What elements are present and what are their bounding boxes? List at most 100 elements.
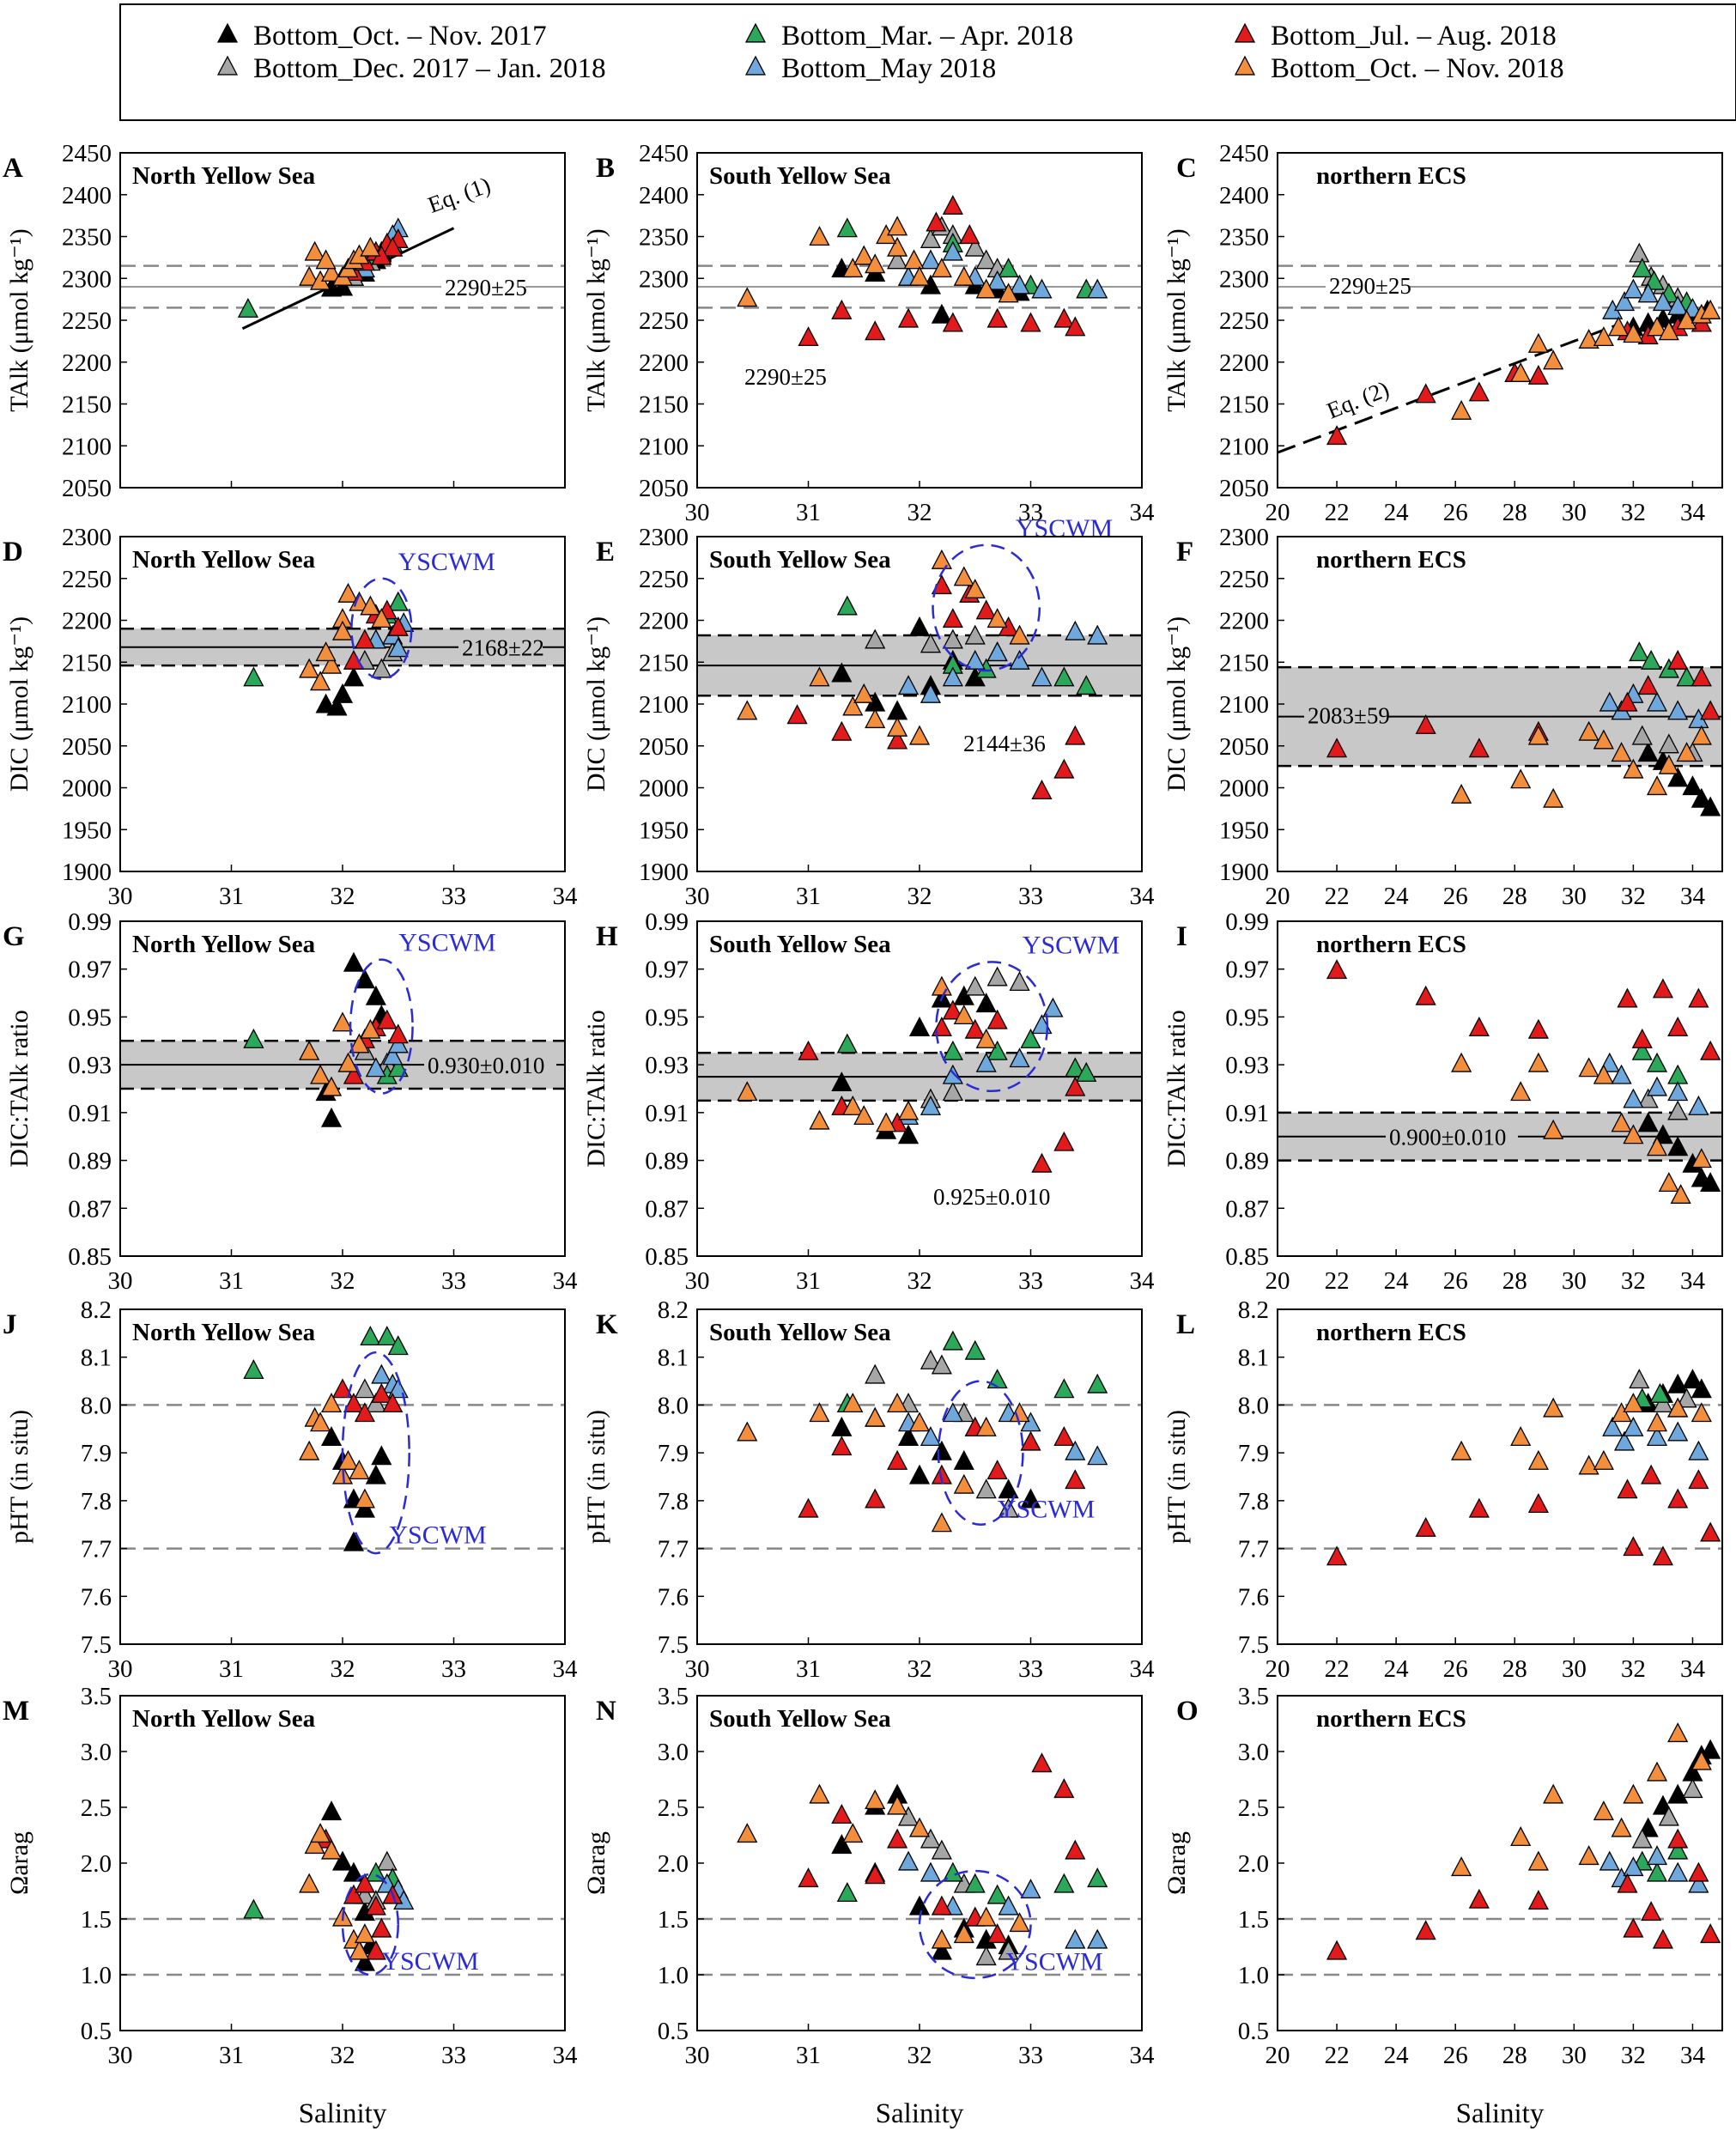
data-point-dec17 [998,1940,1019,1960]
data-point-jul18 [1326,425,1348,446]
y-axis-label: Ωarag [1162,1831,1191,1895]
legend-marker-mar18 [744,22,767,43]
y-tick-label: 2.5 [658,1794,689,1822]
data-point-nov17 [1637,1112,1659,1132]
x-tick-label: 34 [553,2042,579,2069]
data-point-mar18 [237,297,259,318]
x-tick-label: 34 [553,1655,579,1683]
data-point-mar18 [1053,666,1075,687]
y-tick-label: 2.0 [81,1850,112,1878]
data-point-jul18 [1527,1890,1549,1910]
y-tick-label: 2100 [639,691,689,719]
data-point-may18 [1623,1416,1644,1436]
data-point-oct18 [337,582,359,603]
data-point-mar18 [964,1339,986,1360]
legend-label-mar18: Bottom_Mar. – Apr. 2018 [781,21,1073,52]
data-point-jul18 [1053,1131,1075,1151]
x-tick-label: 31 [219,1655,244,1683]
legend-marker-may18 [744,55,767,76]
data-point-oct18 [320,262,343,282]
data-point-nov17 [320,1426,343,1447]
y-tick-label: 7.5 [658,1631,689,1659]
data-point-oct18 [897,1100,920,1120]
y-tick-label: 0.99 [645,908,689,936]
x-tick-label: 30 [685,883,710,910]
x-tick-label: 24 [1384,883,1410,910]
data-point-jul18 [1617,1478,1638,1499]
data-point-nov17 [931,1940,952,1960]
data-point-may18 [1688,1095,1709,1115]
region-title: North Yellow Sea [132,1319,316,1346]
x-tick-label: 20 [1266,2042,1290,2069]
data-point-jul18 [831,1804,853,1824]
data-point-may18 [1065,1928,1086,1949]
data-point-may18 [1087,624,1108,645]
y-tick-label: 2300 [1219,524,1269,551]
data-point-mar18 [942,1040,963,1060]
x-tick-label: 34 [1130,2042,1156,2069]
data-point-oct18 [354,1923,375,1944]
data-point-oct18 [953,1005,974,1025]
data-point-oct18 [1690,1750,1712,1770]
data-point-nov17 [908,616,931,636]
x-tick-label: 33 [1018,1267,1043,1295]
data-point-oct18 [360,236,381,257]
panel-letter: F [1176,537,1193,568]
x-tick-label: 31 [796,1655,821,1683]
data-point-dec17 [975,1478,997,1499]
data-point-jul18 [1617,987,1638,1008]
data-point-oct18 [887,216,908,236]
data-point-mar18 [243,1359,264,1380]
panel-O: 0.5 1.0 1.5 2.0 2.5 3.0 3.5 20 22 24 26 28 30 32 34 nor… [1162,1683,1723,2069]
x-tick-label: 33 [1018,883,1043,910]
x-tick-label: 24 [1384,2042,1410,2069]
data-point-jul18 [1527,1018,1549,1039]
y-axis-label: Ωarag [582,1831,610,1895]
data-point-oct18 [299,265,320,286]
x-tick-label: 32 [1621,2042,1646,2069]
region-title: South Yellow Sea [709,1319,891,1346]
data-point-oct18 [1690,1402,1712,1423]
data-point-jul18 [376,1009,398,1029]
yscwm-ellipse [349,958,414,1095]
data-point-jul18 [1667,1017,1689,1036]
yscwm-label: YSCWM [381,1947,478,1976]
data-point-jul18 [1326,1940,1348,1960]
x-axis-label: Salinity [299,2098,387,2129]
legend-marker-jul18 [1234,22,1256,43]
y-tick-label: 2000 [62,775,112,803]
y-tick-label: 2150 [1219,392,1269,419]
panel-N: YSCWM 0.5 1.0 1.5 2.0 2.5 3.0 3.5 30 31 32 33 34 Sout… [582,1683,1155,2069]
y-tick-label: 8.1 [658,1345,689,1372]
data-point-may18 [1688,1873,1709,1893]
data-point-mar18 [243,1898,264,1919]
y-tick-label: 2100 [639,433,689,460]
data-point-oct18 [1611,742,1632,762]
y-tick-label: 7.5 [1238,1631,1269,1659]
x-tick-label: 32 [907,2042,932,2069]
data-point-jul18 [897,307,920,328]
data-point-oct18 [931,975,952,996]
y-tick-label: 0.99 [1225,908,1269,936]
data-point-oct18 [876,1112,897,1132]
y-tick-label: 2350 [639,224,689,252]
data-point-dec17 [376,1850,398,1871]
y-tick-label: 2100 [62,433,112,460]
y-tick-label: 0.5 [81,2018,112,2045]
data-point-oct18 [1623,323,1644,343]
data-point-oct18 [360,1018,381,1039]
data-point-oct18 [842,1095,864,1115]
data-point-oct18 [887,1794,908,1815]
data-point-jul18 [365,1940,386,1960]
y-tick-label: 2200 [639,349,689,377]
data-point-jul18 [1415,985,1436,1005]
data-point-may18 [1020,1879,1041,1899]
data-point-mar18 [836,217,858,238]
data-point-nov17 [1682,775,1703,796]
y-tick-label: 0.99 [68,908,112,936]
data-point-jul18 [942,999,963,1020]
y-tick-label: 0.85 [68,1243,112,1271]
y-axis-label: pHT (in situ) [5,1410,33,1544]
panel-letter: M [3,1696,29,1727]
y-axis-label: Ωarag [5,1831,33,1895]
